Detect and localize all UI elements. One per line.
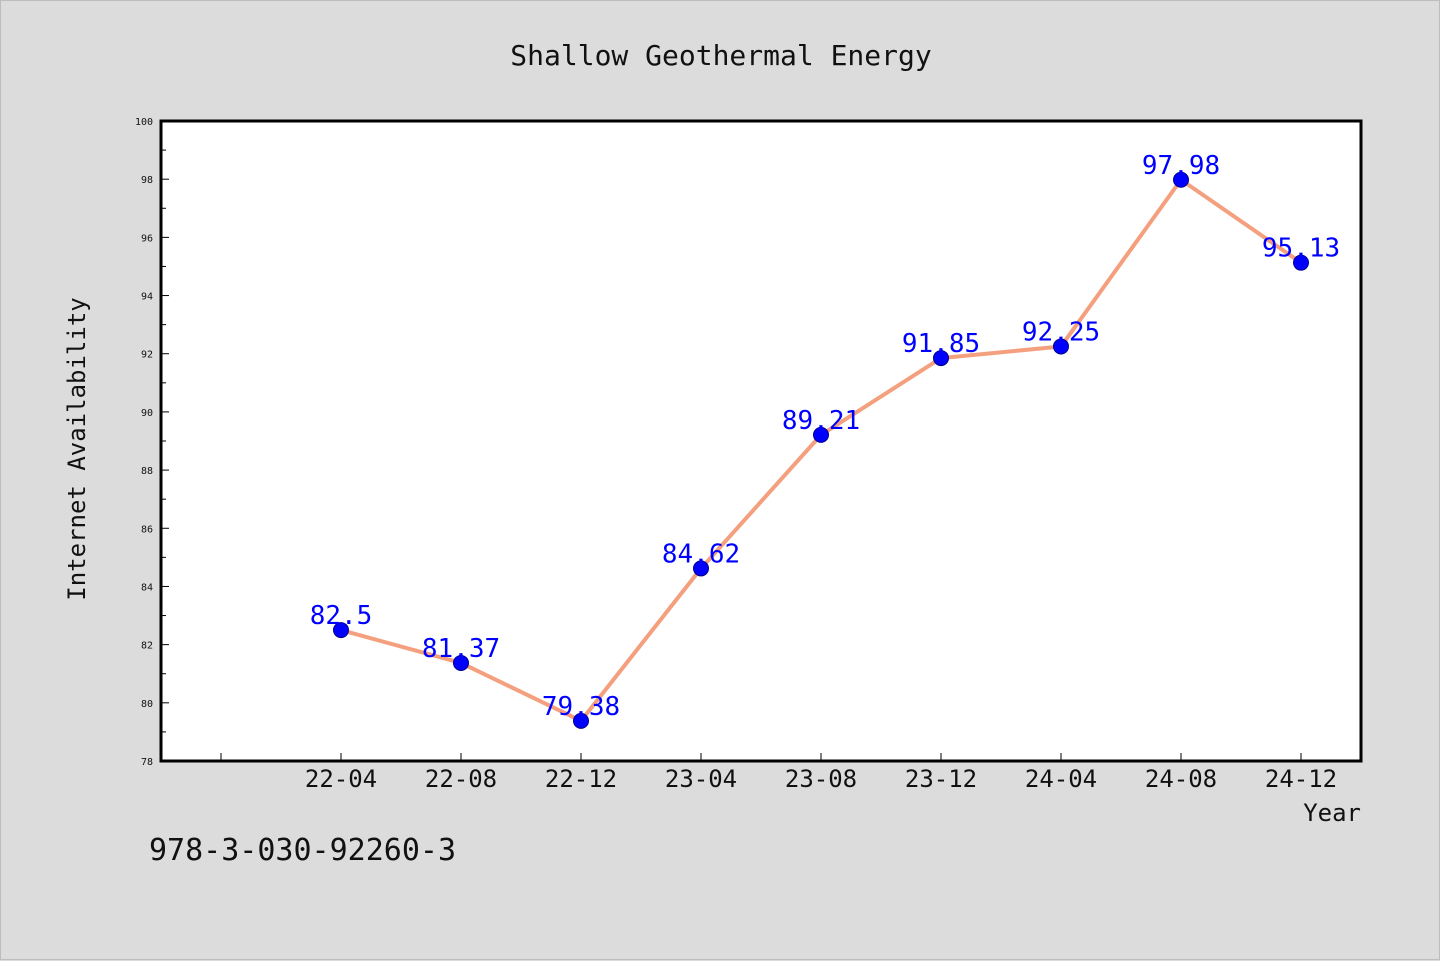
x-tick-label: 22-08 xyxy=(425,765,497,793)
data-label: 92.25 xyxy=(1022,317,1100,347)
data-label: 81.37 xyxy=(422,634,500,664)
x-tick-label: 22-04 xyxy=(305,765,377,793)
y-tick-label: 98 xyxy=(141,175,153,186)
series-group: 82.5 81.37 79.38 84.62 89.21 91.85 92.25 97.98 9… xyxy=(310,151,1340,729)
chart-title: Shallow Geothermal Energy xyxy=(510,39,931,72)
data-point xyxy=(813,426,829,443)
y-tick-label: 86 xyxy=(141,524,153,535)
y-tick-label: 82 xyxy=(141,641,153,652)
y-tick-label: 90 xyxy=(141,408,153,419)
x-tick-label: 23-12 xyxy=(905,765,977,793)
y-axis: 78 80 82 84 86 88 90 92 94 96 98 100 xyxy=(135,117,169,768)
data-label: 97.98 xyxy=(1142,151,1220,181)
y-tick-label: 84 xyxy=(141,582,153,593)
data-point xyxy=(933,350,949,367)
data-point xyxy=(333,622,349,639)
data-point xyxy=(453,654,469,671)
x-axis: 22-04 22-08 22-12 23-04 23-08 23-12 24-04 24-08… xyxy=(220,753,1337,793)
x-tick-label: 24-08 xyxy=(1145,765,1217,793)
y-axis-title: Internet Availability xyxy=(63,297,91,600)
y-tick-label: 100 xyxy=(135,117,153,128)
x-tick-label: 24-12 xyxy=(1265,765,1337,793)
y-tick-label: 96 xyxy=(141,233,153,244)
data-label: 84.62 xyxy=(662,539,740,569)
data-point xyxy=(1053,338,1069,355)
y-tick-label: 94 xyxy=(141,292,153,303)
y-tick-label: 80 xyxy=(141,699,153,710)
y-tick-label: 92 xyxy=(141,350,153,361)
data-point xyxy=(1173,171,1189,188)
x-tick-label: 22-12 xyxy=(545,765,617,793)
data-label: 79.38 xyxy=(542,692,620,722)
data-point xyxy=(693,560,709,577)
y-tick-label: 78 xyxy=(141,757,153,768)
x-tick-label: 23-08 xyxy=(785,765,857,793)
x-axis-title: Year xyxy=(1303,799,1361,827)
data-label: 95.13 xyxy=(1262,234,1340,264)
y-tick-label: 88 xyxy=(141,466,153,477)
data-label: 91.85 xyxy=(902,329,980,359)
data-point xyxy=(1293,254,1309,271)
plot-area xyxy=(159,119,1363,763)
x-tick-label: 24-04 xyxy=(1025,765,1097,793)
data-label: 82.5 xyxy=(310,601,373,631)
data-point xyxy=(573,712,589,729)
data-label: 89.21 xyxy=(782,406,860,436)
x-tick-label: 23-04 xyxy=(665,765,737,793)
isbn-footnote: 978-3-030-92260-3 xyxy=(149,833,457,868)
